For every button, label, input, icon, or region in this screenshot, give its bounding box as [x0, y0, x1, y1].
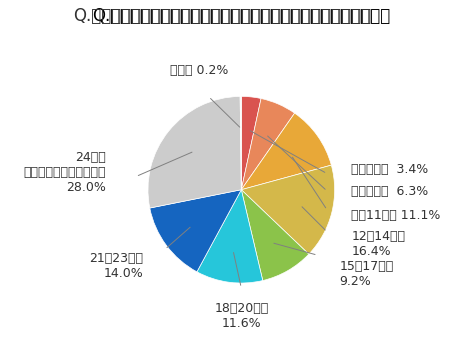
Wedge shape — [150, 190, 241, 272]
Wedge shape — [240, 97, 241, 190]
Text: 無回答 0.2%: 無回答 0.2% — [170, 64, 228, 77]
Text: 24時間
（ほぼ一日中家にいる）
28.0%: 24時間 （ほぼ一日中家にいる） 28.0% — [23, 152, 106, 194]
Text: 18～20時間
11.6%: 18～20時間 11.6% — [214, 302, 269, 330]
Wedge shape — [241, 97, 261, 190]
Text: ９～11時間 11.1%: ９～11時間 11.1% — [352, 209, 441, 222]
Wedge shape — [241, 113, 332, 190]
Text: 12～14時間
16.4%: 12～14時間 16.4% — [352, 230, 405, 258]
Title: Q.今年３～５月頃の平日、家にいる時間はどのくらいでしたか？: Q.今年３～５月頃の平日、家にいる時間はどのくらいでしたか？ — [92, 7, 390, 25]
Wedge shape — [148, 97, 241, 208]
Text: 21～23時間
14.0%: 21～23時間 14.0% — [89, 252, 143, 280]
Wedge shape — [241, 99, 295, 190]
Text: Q.今年３～５月頃の平日、家にいる時間はどのくらいでしたか？: Q.今年３～５月頃の平日、家にいる時間はどのくらいでしたか？ — [73, 7, 372, 25]
Wedge shape — [197, 190, 263, 283]
Text: ６～８時間  6.3%: ６～８時間 6.3% — [352, 185, 429, 198]
Wedge shape — [241, 165, 335, 254]
Text: ５時間以下  3.4%: ５時間以下 3.4% — [352, 163, 429, 176]
Text: 15～17時間
9.2%: 15～17時間 9.2% — [340, 260, 394, 288]
Wedge shape — [241, 190, 309, 281]
